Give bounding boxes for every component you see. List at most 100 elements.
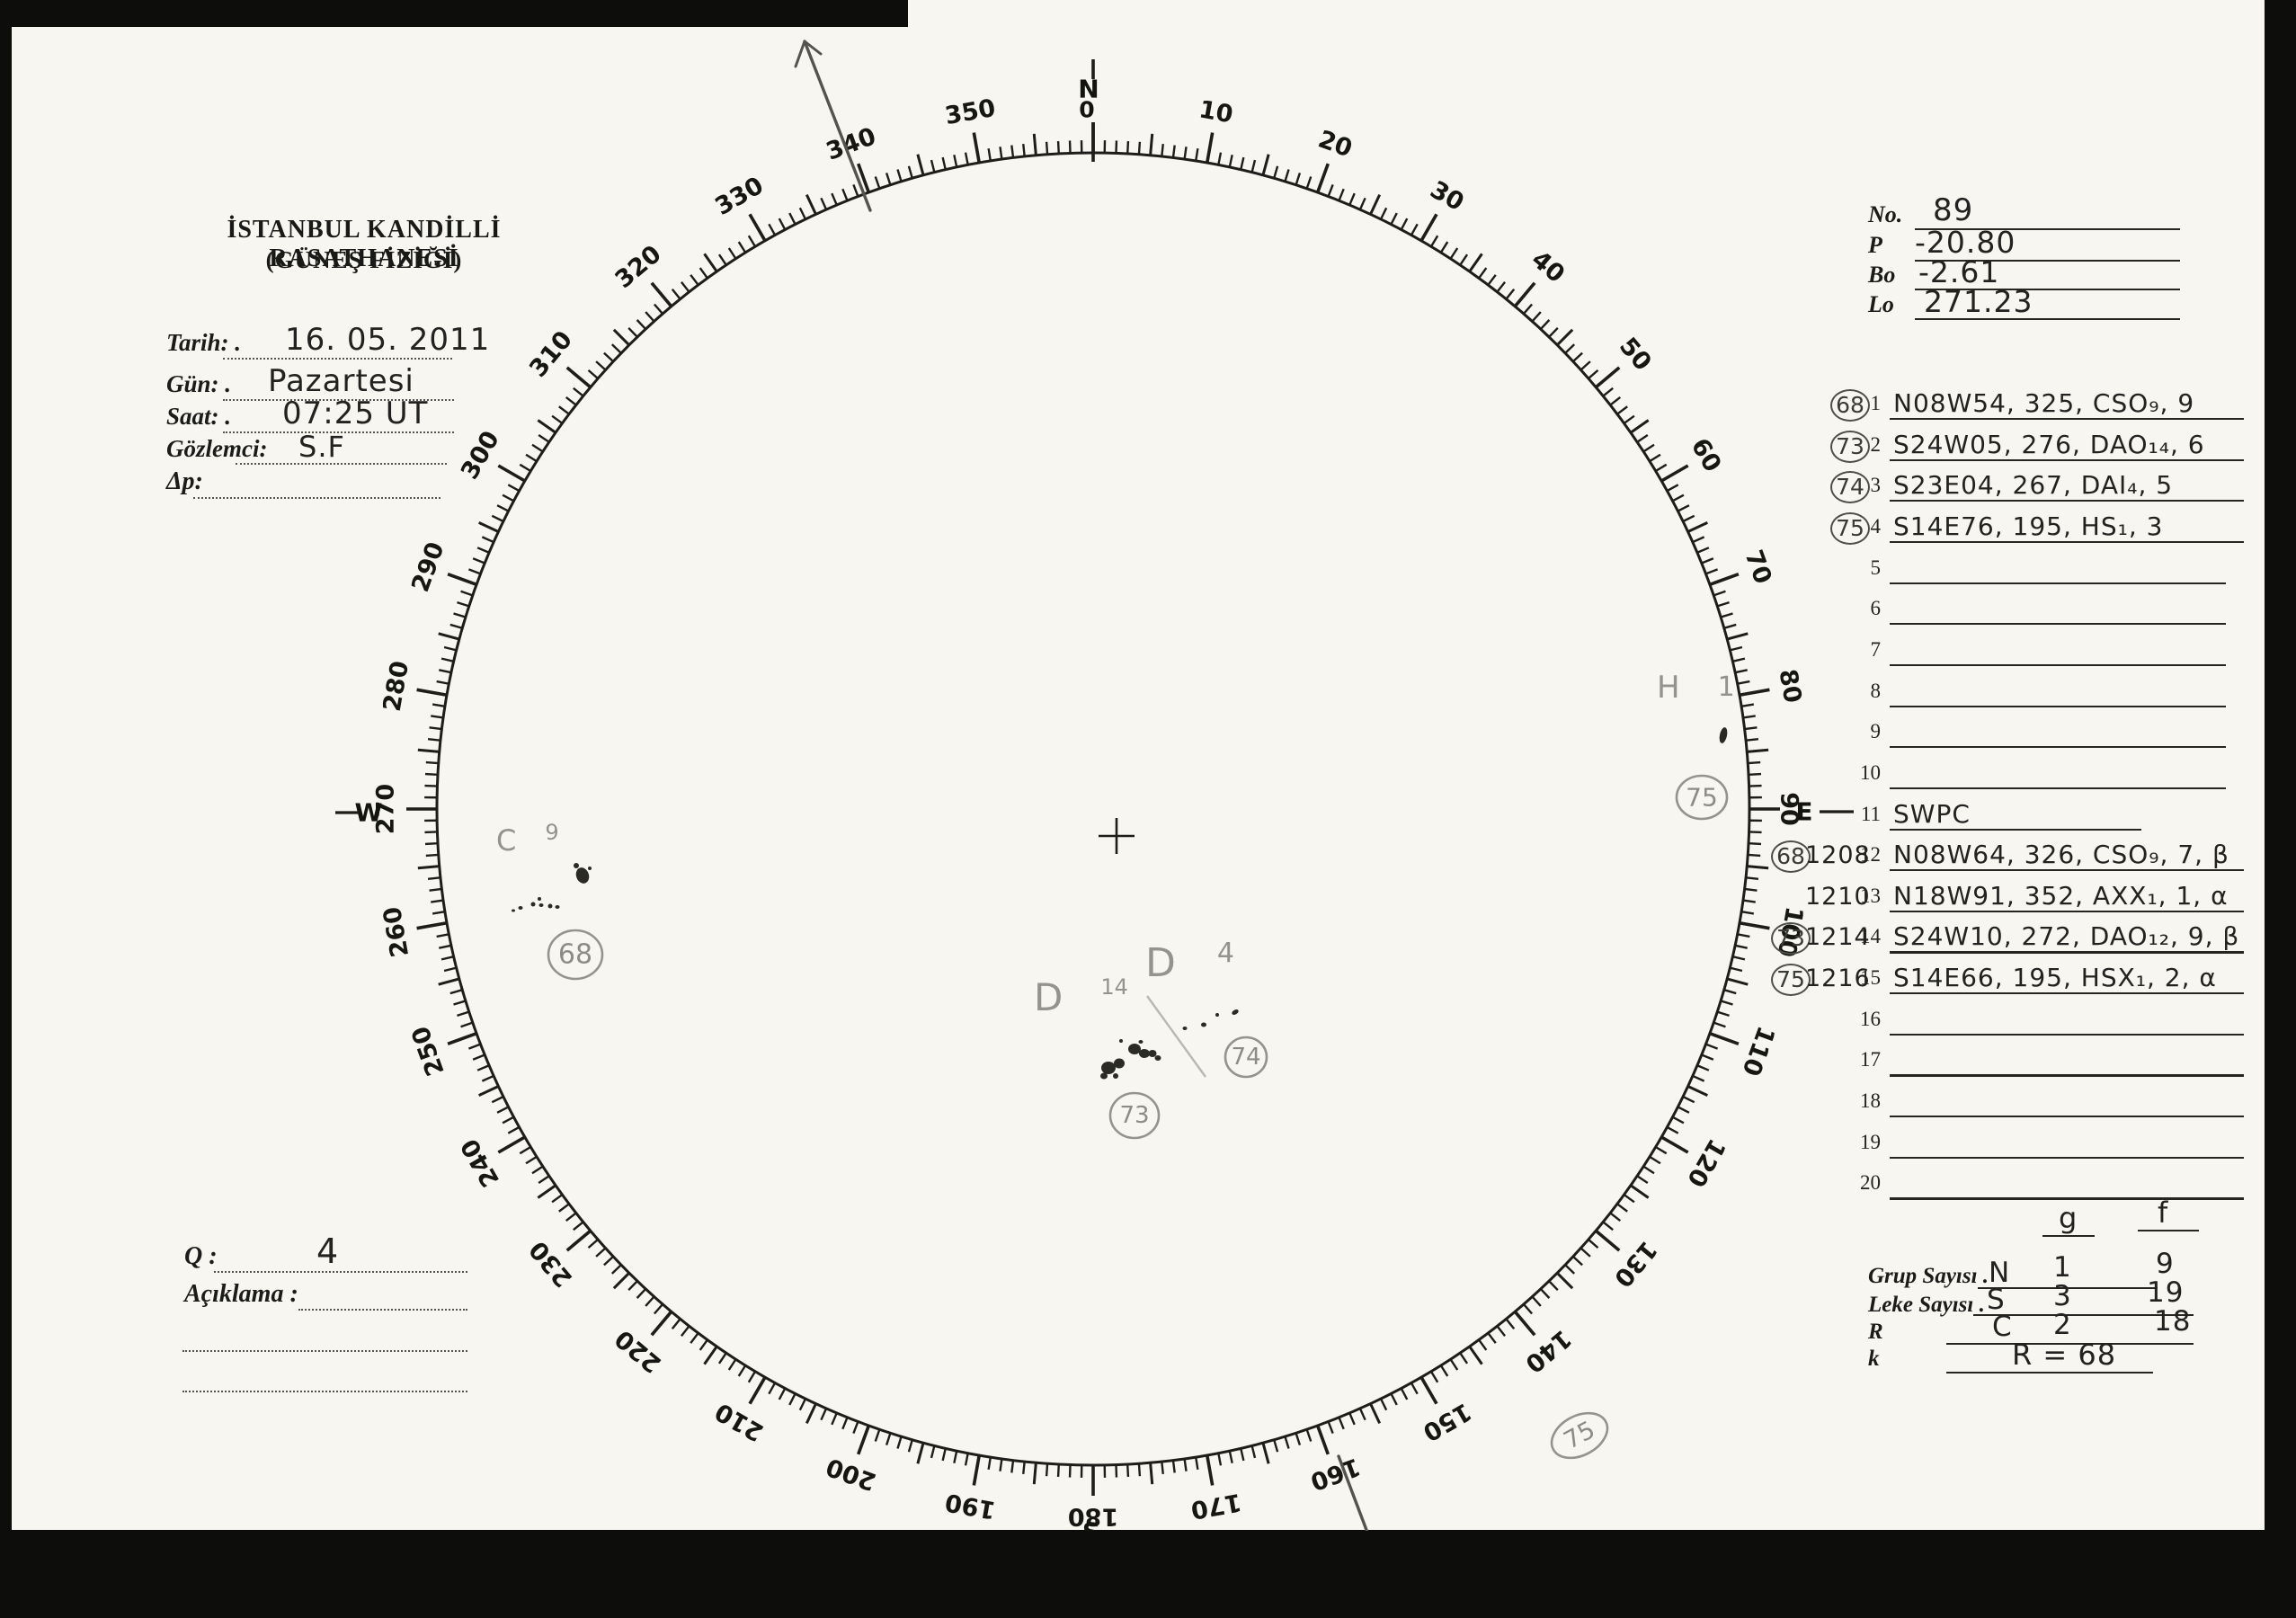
degree-tick xyxy=(788,212,796,226)
degree-tick xyxy=(447,1031,477,1045)
degree-tick xyxy=(747,235,757,247)
sunspot xyxy=(1154,1055,1161,1061)
zero-degree-label: 0 xyxy=(1079,97,1094,123)
degree-tick xyxy=(748,1376,767,1405)
degree-tick xyxy=(999,147,1003,160)
group-count-g: 1 xyxy=(2053,1251,2072,1284)
degree-tick xyxy=(788,1392,796,1406)
degree-tick xyxy=(1740,911,1755,915)
degree-tick xyxy=(1630,1184,1650,1199)
degree-tick xyxy=(1459,253,1469,266)
degree-tick xyxy=(1315,163,1330,193)
degree-tick xyxy=(1677,504,1690,512)
degree-tick xyxy=(438,977,460,986)
row-rule xyxy=(1890,828,2141,831)
degree-tick xyxy=(416,688,448,698)
no-label: No. xyxy=(1868,201,1903,227)
degree-tick xyxy=(1744,887,1758,892)
degree-tick xyxy=(857,1425,871,1455)
degree-tick xyxy=(427,876,441,880)
degree-tick xyxy=(449,623,463,629)
degree-tick xyxy=(531,443,544,453)
degree-tick xyxy=(558,1203,570,1213)
degree-tick xyxy=(1745,738,1759,742)
row-rule xyxy=(1890,1197,2244,1200)
sunspot xyxy=(1201,1022,1206,1027)
degree-tick xyxy=(1505,1318,1516,1329)
degree-tick xyxy=(1742,715,1756,719)
degree-tick xyxy=(476,1064,490,1071)
degree-tick xyxy=(1595,1229,1621,1252)
noaa-number: 1214 xyxy=(1805,923,1871,952)
pencil-circle xyxy=(1550,1411,1609,1460)
pencil-circle xyxy=(1108,1091,1161,1140)
sunspot xyxy=(575,867,590,884)
degree-tick xyxy=(1572,1255,1583,1267)
scan-border-top xyxy=(0,0,908,27)
degree-tick xyxy=(885,1432,892,1445)
row-number: 9 xyxy=(1870,720,1882,743)
degree-tick xyxy=(1513,281,1536,307)
degree-tick xyxy=(747,1371,757,1383)
group-entry: S14E66, 195, HSX₁, 2, α xyxy=(1893,963,2217,993)
degree-tick xyxy=(457,1010,470,1018)
spot-count-g: 3 xyxy=(2053,1280,2072,1312)
degree-tick xyxy=(1616,405,1628,415)
degree-tick xyxy=(627,326,638,338)
degree-tick xyxy=(1742,899,1756,903)
row-number: 20 xyxy=(1860,1171,1881,1195)
degree-tick xyxy=(425,853,439,858)
sunspot xyxy=(1719,727,1728,743)
degree-tick xyxy=(636,1288,647,1299)
sunspot xyxy=(555,905,560,909)
degree-tick xyxy=(432,703,446,707)
degree-tick xyxy=(531,1165,544,1175)
bo-line xyxy=(1915,289,2180,291)
degree-tick xyxy=(1149,133,1154,156)
degree-tick xyxy=(627,1280,638,1292)
degree-tick xyxy=(1284,169,1290,182)
sunspot xyxy=(1113,1073,1118,1079)
spot-count-f: 19 xyxy=(2147,1276,2185,1309)
degree-tick xyxy=(1748,772,1762,776)
degree-tick xyxy=(1745,876,1759,880)
group-entry: N08W54, 325, CSO₉, 9 xyxy=(1893,388,2195,418)
degree-tick xyxy=(1705,568,1719,575)
degree-tick xyxy=(1261,1442,1270,1464)
degree-tick xyxy=(496,504,510,512)
degree-tick xyxy=(1429,235,1439,247)
degree-label: 10 xyxy=(1197,95,1234,129)
group-count-f: 9 xyxy=(2156,1248,2175,1280)
degree-tick xyxy=(805,194,817,216)
date-value: 16. 05. 2011 xyxy=(285,322,491,358)
p-value: -20.80 xyxy=(1915,225,2016,260)
degree-tick xyxy=(1713,590,1726,597)
spot-count-label: Leke Sayısı . xyxy=(1868,1293,1985,1317)
degree-tick xyxy=(1616,1203,1628,1213)
degree-tick xyxy=(1419,213,1438,242)
row-rule xyxy=(1890,1116,2244,1118)
group-count-letter: N xyxy=(1989,1257,2011,1289)
degree-tick xyxy=(1709,573,1740,587)
col-f-underline xyxy=(2138,1230,2199,1232)
pencil-circled-number: 75 xyxy=(1686,783,1718,813)
no-value: 89 xyxy=(1933,192,1974,228)
degree-tick xyxy=(1045,141,1049,155)
degree-tick xyxy=(1032,1462,1037,1485)
degree-tick xyxy=(502,1116,515,1125)
degree-tick xyxy=(1358,197,1366,210)
degree-tick xyxy=(1228,155,1233,168)
row-rule xyxy=(1890,1033,2244,1036)
day-value: Pazartesi xyxy=(268,363,414,399)
lo-label: Lo xyxy=(1868,291,1894,317)
axis-arrow xyxy=(803,40,872,212)
row-number: 1 xyxy=(1870,392,1882,414)
degree-tick xyxy=(1284,1436,1290,1449)
degree-tick xyxy=(1682,1095,1695,1104)
degree-tick xyxy=(1171,1460,1176,1473)
degree-tick xyxy=(537,419,556,434)
row-number: 2 xyxy=(1870,432,1882,456)
degree-tick xyxy=(896,169,903,182)
